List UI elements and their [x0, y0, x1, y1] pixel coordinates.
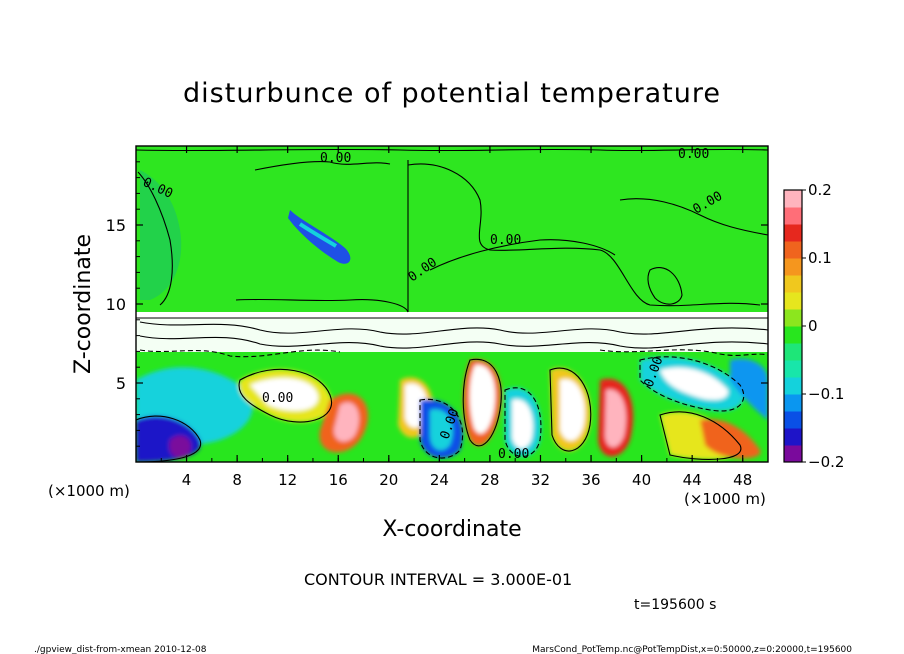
colorbar-tick-label: 0.1	[808, 249, 832, 267]
x-tick-label: 32	[531, 471, 550, 489]
contour-label: 0.00	[498, 447, 529, 462]
contour-interval-text: CONTOUR INTERVAL = 3.000E-01	[304, 570, 572, 589]
x-axis-title: X-coordinate	[382, 517, 521, 542]
upper-region	[136, 146, 768, 316]
x-tick-label: 44	[683, 471, 702, 489]
colorbar-swatch	[784, 360, 802, 378]
y-axis-title: Z-coordinate	[71, 234, 96, 374]
x-tick-label: 4	[182, 471, 192, 489]
y-unit-label: (×1000 m)	[48, 482, 130, 500]
transition-band	[136, 318, 768, 358]
colorbar-tick-label: 0	[808, 317, 818, 335]
x-tick-label: 36	[581, 471, 600, 489]
contour-label: 0.00	[320, 151, 351, 166]
x-tick-label: 24	[430, 471, 449, 489]
colorbar-swatch	[784, 411, 802, 429]
upper-patch	[298, 222, 338, 248]
colorbar-tick-label: 0.2	[808, 181, 832, 199]
colorbar-swatch	[784, 241, 802, 259]
footer-right: MarsCond_PotTemp.nc@PotTempDist,x=0:5000…	[532, 645, 852, 654]
x-tick-label: 28	[480, 471, 499, 489]
contour-label: 0.00	[678, 147, 709, 162]
colorbar-swatch	[784, 394, 802, 412]
x-tick-label: 48	[733, 471, 752, 489]
x-tick-label: 8	[232, 471, 242, 489]
colorbar-swatch	[784, 190, 802, 208]
colorbar-swatch	[784, 292, 802, 310]
contour-label: 0.00	[262, 391, 293, 406]
footer-left: ./gpview_dist-from-xmean 2010-12-08	[34, 645, 207, 654]
y-tick-label: 5	[116, 374, 126, 393]
time-stamp: t=195600 s	[634, 597, 716, 613]
colorbar-swatch	[784, 207, 802, 225]
x-tick-label: 12	[278, 471, 297, 489]
colorbar-swatch	[784, 224, 802, 242]
upper-patch	[140, 170, 182, 300]
colorbar-swatch	[784, 258, 802, 276]
chart-title: disturbunce of potential temperature	[183, 78, 721, 109]
y-tick-label: 10	[106, 295, 126, 314]
x-tick-label: 40	[632, 471, 651, 489]
colorbar: 0.2 0.1 0 −0.1 −0.2	[783, 181, 844, 471]
x-tick-label: 16	[329, 471, 348, 489]
colorbar-swatch	[784, 377, 802, 395]
colorbar-tick-label: −0.1	[808, 385, 844, 403]
colorbar-swatch	[784, 428, 802, 446]
transition-band	[136, 312, 768, 318]
heatmap-field: 0.00 0.00 0.00 0.00 0.00 0.00 0.00 0.00 …	[136, 146, 768, 462]
colorbar-swatch	[784, 445, 802, 463]
x-unit-label: (×1000 m)	[684, 490, 766, 508]
colorbar-swatch	[784, 275, 802, 293]
colorbar-swatch	[784, 343, 802, 361]
colorbar-swatch	[784, 309, 802, 327]
contour-label: 0.00	[490, 233, 521, 248]
colorbar-tick-label: −0.2	[808, 453, 844, 471]
colorbar-swatch	[784, 326, 802, 344]
x-tick-label: 20	[379, 471, 398, 489]
y-tick-label: 15	[106, 216, 126, 235]
